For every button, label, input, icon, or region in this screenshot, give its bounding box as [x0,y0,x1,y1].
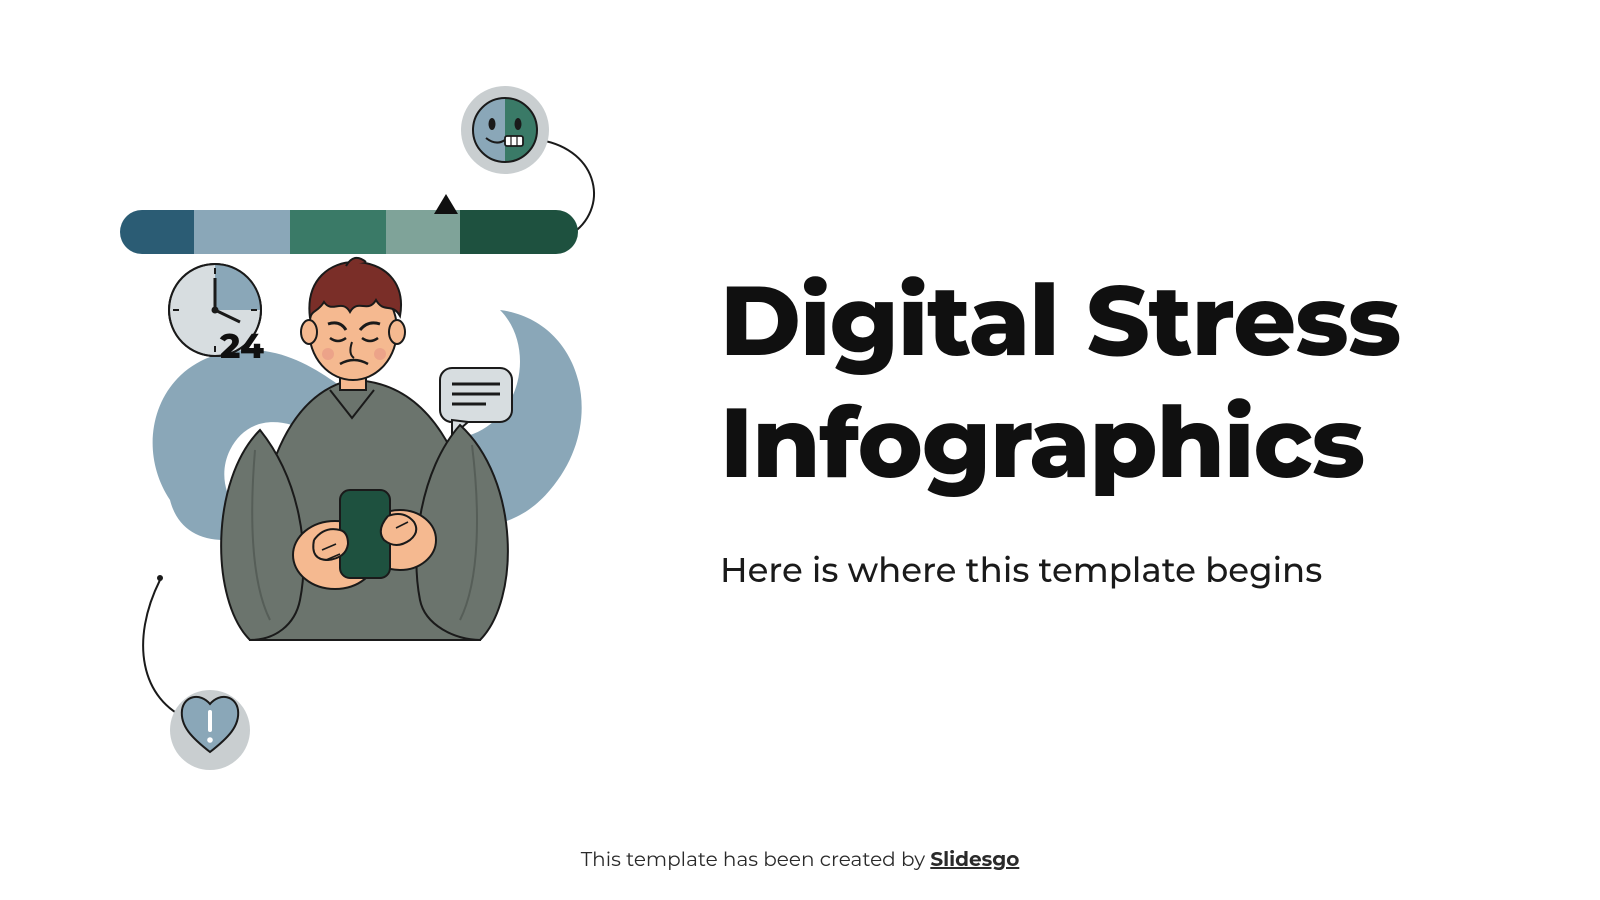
hero-illustration: 24 [100,80,660,780]
title-line-1: Digital Stress [720,260,1400,380]
footer-credit: This template has been created by Slides… [0,848,1600,872]
title-line-2: Infographics [720,382,1364,502]
footer-prefix: This template has been created by [581,848,931,872]
stressed-person [221,258,508,640]
footer-brand: Slidesgo [930,848,1019,872]
split-face-icon [461,86,549,174]
slide-title: Digital Stress Infographics [720,260,1520,503]
clock-icon: 24 [169,264,264,367]
clock-24-label: 24 [219,325,264,367]
slide-subtitle: Here is where this template begins [720,549,1520,591]
progress-bar [120,194,578,254]
heart-alert-icon [170,690,250,770]
